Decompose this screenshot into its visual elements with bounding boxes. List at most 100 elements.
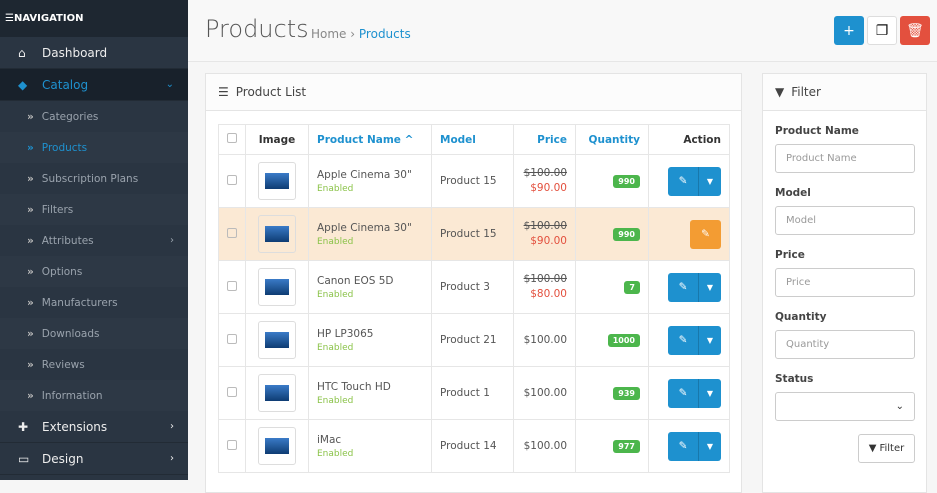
breadcrumb-home[interactable]: Home — [311, 27, 347, 41]
row-checkbox[interactable] — [227, 333, 237, 344]
sidebar-item-catalog[interactable]: ◆ Catalog ⌄ — [0, 69, 188, 101]
product-image — [258, 268, 296, 306]
label: Subscription Plans — [41, 172, 139, 185]
label: Filters — [41, 203, 74, 216]
label: Categories — [41, 110, 99, 123]
double-chevron-icon: » — [27, 234, 34, 247]
action-group: ✎ ▼ — [668, 272, 721, 302]
sidebar-item-extensions[interactable]: ✚ Extensions › — [0, 411, 188, 443]
double-chevron-icon: » — [27, 172, 34, 185]
add-button[interactable]: + — [834, 16, 864, 45]
price: $100.00 — [523, 386, 567, 399]
status: Enabled — [317, 289, 354, 300]
col-quantity[interactable]: Quantity — [575, 124, 649, 155]
sidebar-subitem[interactable]: » Filters — [0, 194, 188, 225]
chevron-right-icon: › — [170, 235, 174, 246]
filter-input[interactable]: Product Name — [775, 144, 915, 173]
edit-button[interactable]: ✎ — [668, 431, 699, 461]
dropdown-toggle[interactable]: ▼ — [699, 378, 721, 408]
table-row: Apple Cinema 30" Enabled Product 15 $100.… — [218, 207, 730, 261]
copy-button[interactable]: ❐ — [867, 16, 897, 45]
placeholder: Price — [786, 277, 811, 288]
edit-button[interactable]: ✎ — [668, 166, 699, 196]
edit-button[interactable]: ✎ — [668, 272, 699, 302]
dropdown-toggle[interactable]: ▼ — [699, 272, 721, 302]
col-product-name[interactable]: Product Name ^ — [308, 124, 432, 155]
status-select[interactable]: ⌄ — [775, 392, 915, 421]
plus-icon: + — [843, 22, 855, 39]
price-old: $100.00 — [523, 167, 567, 180]
model: Product 3 — [431, 260, 514, 314]
label: Downloads — [41, 327, 100, 340]
sidebar-subitem[interactable]: » Information — [0, 380, 188, 411]
double-chevron-icon: » — [27, 141, 34, 154]
col-model[interactable]: Model — [431, 124, 514, 155]
tag-icon: ◆ — [18, 77, 28, 92]
chevron-down-icon: ⌄ — [895, 401, 904, 412]
dropdown-toggle[interactable]: ▼ — [699, 431, 721, 461]
filter-label-status: Status — [775, 373, 814, 385]
row-checkbox[interactable] — [227, 386, 237, 397]
label: Information — [41, 389, 103, 402]
sidebar-subitem[interactable]: » Products — [0, 132, 188, 163]
filter-label: Product Name — [775, 125, 859, 137]
sidebar-item-dashboard[interactable]: ⌂ Dashboard — [0, 37, 188, 69]
sidebar-subitem[interactable]: » Options — [0, 256, 188, 287]
row-checkbox[interactable] — [227, 227, 237, 238]
filter-input[interactable]: Quantity — [775, 330, 915, 359]
filter-label: Price — [775, 249, 805, 261]
status: Enabled — [317, 448, 354, 459]
sidebar-subitem[interactable]: » Attributes › — [0, 225, 188, 256]
placeholder: Model — [786, 215, 817, 226]
sidebar-item-design[interactable]: ▭ Design › — [0, 443, 188, 475]
sidebar-subitem[interactable]: » Categories — [0, 101, 188, 132]
product-name: Apple Cinema 30" — [317, 221, 412, 234]
quantity-badge: 990 — [613, 228, 640, 241]
double-chevron-icon: » — [27, 110, 34, 123]
filter-button[interactable]: ▼ Filter — [858, 434, 915, 463]
sort-up-icon: ^ — [404, 133, 414, 146]
filter-button-label: Filter — [879, 443, 905, 454]
panel-heading: ☰ Product List — [206, 74, 741, 111]
chevron-right-icon: › — [170, 453, 174, 464]
sidebar-subitem[interactable]: » Manufacturers — [0, 287, 188, 318]
col-price[interactable]: Price — [513, 124, 576, 155]
dropdown-toggle[interactable]: ▼ — [699, 325, 721, 355]
filter-input[interactable]: Price — [775, 268, 915, 297]
status: Enabled — [317, 183, 354, 194]
row-checkbox[interactable] — [227, 280, 237, 291]
product-name: HP LP3065 — [317, 327, 374, 340]
table-row: Apple Cinema 30" Enabled Product 15 $100.… — [218, 154, 730, 208]
product-name: iMac — [317, 433, 342, 446]
edit-button[interactable]: ✎ — [668, 378, 699, 408]
filter-title: Filter — [791, 85, 821, 99]
table-row: Canon EOS 5D Enabled Product 3 $100.00 $80… — [218, 260, 730, 314]
product-image — [258, 427, 296, 465]
edit-button[interactable]: ✎ — [690, 219, 721, 249]
row-checkbox[interactable] — [227, 174, 237, 185]
sidebar-subitem[interactable]: » Reviews — [0, 349, 188, 380]
label: Design — [42, 451, 84, 466]
product-table: Image Product Name ^ Model Price Quantit… — [218, 124, 730, 473]
col-image: Image — [245, 124, 309, 155]
delete-button[interactable]: 🗑 — [900, 16, 930, 45]
status: Enabled — [317, 395, 354, 406]
edit-button[interactable]: ✎ — [668, 325, 699, 355]
table-row: HTC Touch HD Enabled Product 1 $100.00 93… — [218, 366, 730, 420]
pencil-icon: ✎ — [678, 281, 688, 293]
double-chevron-icon: » — [27, 389, 34, 402]
panel-title: Product List — [235, 85, 307, 99]
product-name: HTC Touch HD — [317, 380, 391, 393]
action-group: ✎ — [690, 219, 721, 249]
sidebar-subitem[interactable]: » Downloads — [0, 318, 188, 349]
breadcrumb-products[interactable]: Products — [358, 27, 411, 41]
dropdown-toggle[interactable]: ▼ — [699, 166, 721, 196]
row-checkbox[interactable] — [227, 439, 237, 450]
action-group: ✎ ▼ — [668, 431, 721, 461]
label: Options — [41, 265, 83, 278]
filter-input[interactable]: Model — [775, 206, 915, 235]
product-image — [258, 215, 296, 253]
select-all-checkbox[interactable] — [227, 133, 237, 143]
filter-icon: ▼ — [775, 85, 785, 99]
sidebar-subitem[interactable]: » Subscription Plans — [0, 163, 188, 194]
